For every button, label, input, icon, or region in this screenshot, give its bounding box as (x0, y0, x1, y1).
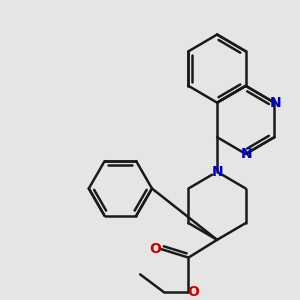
Text: O: O (149, 242, 161, 256)
Text: O: O (188, 285, 200, 299)
Text: N: N (241, 147, 253, 161)
Text: N: N (211, 165, 223, 179)
Text: N: N (269, 96, 281, 110)
